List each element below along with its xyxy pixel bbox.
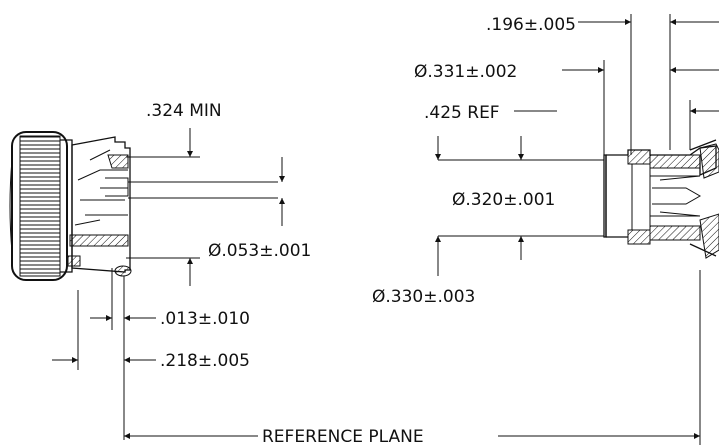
- dimension-dia-330: Ø.330±.003: [372, 136, 475, 307]
- svg-text:Ø.320±.001: Ø.320±.001: [452, 190, 555, 210]
- left-connector-view: [9, 131, 278, 281]
- dimension-425-ref: .425 REF: [424, 100, 719, 150]
- svg-text:.196±.005: .196±.005: [486, 15, 576, 35]
- reference-plane-label: REFERENCE PLANE: [262, 427, 424, 445]
- svg-text:.324 MIN: .324 MIN: [146, 101, 222, 121]
- svg-text:Ø.053±.001: Ø.053±.001: [208, 241, 311, 261]
- dimension-218: .218±.005: [52, 290, 250, 371]
- svg-text:.425 REF: .425 REF: [424, 103, 500, 123]
- svg-text:.218±.005: .218±.005: [160, 351, 250, 371]
- svg-text:.013±.010: .013±.010: [160, 309, 250, 329]
- dimension-324-min: .324 MIN: [146, 101, 222, 286]
- knurled-nut: [11, 131, 68, 281]
- dimension-196: .196±.005: [486, 14, 719, 155]
- dimension-dia-053: Ø.053±.001: [208, 157, 311, 261]
- connector-body: [71, 136, 131, 273]
- svg-text:Ø.330±.003: Ø.330±.003: [372, 287, 475, 307]
- dimension-dia-320: Ø.320±.001: [438, 136, 604, 260]
- svg-text:Ø.331±.002: Ø.331±.002: [414, 62, 517, 82]
- right-section-view: [603, 139, 719, 259]
- dimension-dia-331: Ø.331±.002: [414, 60, 719, 155]
- reference-plane-dimension: REFERENCE PLANE: [124, 270, 701, 445]
